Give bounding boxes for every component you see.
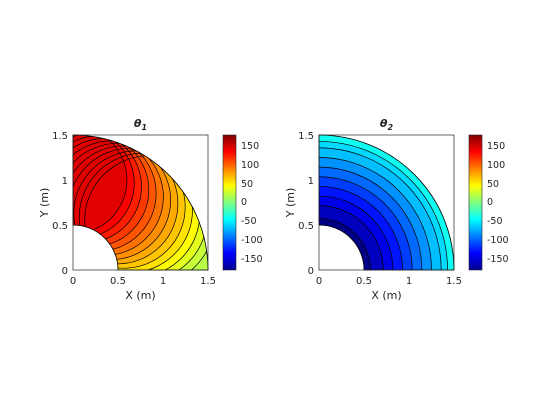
colorbar-tick-label: -100 (487, 235, 509, 246)
y-axis-label-theta1: Y (m) (38, 188, 51, 219)
domain-outline-theta1 (72, 134, 209, 271)
x-tick-label: 0.5 (356, 276, 372, 287)
colorbar-tick-label: 100 (487, 160, 505, 171)
domain-outline-theta2 (318, 134, 455, 271)
y-ticks-theta2: 0 0.5 1 1.5 (298, 131, 314, 277)
y-tick-label: 0 (62, 266, 68, 277)
y-ticks-theta1: 0 0.5 1 1.5 (52, 131, 68, 277)
colorbar-gradient (222, 134, 237, 271)
colorbar-tick-label: -150 (241, 254, 263, 265)
colorbar-tick-label: 100 (241, 160, 259, 171)
y-tick-label: 1.5 (298, 131, 314, 142)
colorbar-gradient (468, 134, 483, 271)
title-theta2: θ2 (380, 117, 394, 132)
colorbar-tick-label: 50 (487, 179, 499, 190)
colorbar-tick-label: 50 (241, 179, 253, 190)
colorbar-tick-label: -150 (487, 254, 509, 265)
x-tick-label: 1 (160, 276, 166, 287)
colorbar-theta1: 150 100 50 0 -50 -100 -150 (222, 134, 263, 271)
x-tick-label: 0 (70, 276, 76, 287)
x-tick-label: 0 (316, 276, 322, 287)
x-ticks-theta1: 0 0.5 1 1.5 (70, 276, 216, 287)
title-theta1: θ1 (134, 117, 147, 132)
colorbar-tick-label: 150 (241, 141, 259, 152)
x-tick-label: 1 (406, 276, 412, 287)
colorbar-tick-label: -50 (241, 216, 257, 227)
axes-box-theta2 (318, 134, 455, 271)
y-tick-label: 0.5 (52, 221, 68, 232)
x-axis-label-theta1: X (m) (125, 289, 155, 302)
contour-line (73, 135, 128, 235)
colorbar-theta2: 150 100 50 0 -50 -100 -150 (468, 134, 509, 271)
contour-band (73, 135, 127, 234)
colorbar-tick-label: 150 (487, 141, 505, 152)
x-tick-label: 0.5 (110, 276, 126, 287)
colorbar-tick-label: 0 (487, 197, 493, 208)
colorbar-tick-label: 0 (241, 197, 247, 208)
axes-box-theta1 (72, 134, 209, 271)
x-axis-label-theta2: X (m) (371, 289, 401, 302)
colorbar-tick-label: -50 (487, 216, 503, 227)
y-tick-label: 0.5 (298, 221, 314, 232)
x-ticks-theta2: 0 0.5 1 1.5 (316, 276, 462, 287)
colorbar-tick-label: -100 (241, 235, 263, 246)
x-tick-label: 1.5 (446, 276, 462, 287)
panel-theta2: θ2 0 0.5 1 1.5 0 0.5 1 1.5 X (m) Y (m) 1… (284, 117, 509, 302)
y-tick-label: 1.5 (52, 131, 68, 142)
y-tick-label: 0 (308, 266, 314, 277)
y-tick-label: 1 (62, 176, 68, 187)
y-axis-label-theta2: Y (m) (284, 188, 297, 219)
panel-theta1: θ1 0 0.5 1 1.5 0 0.5 1 1.5 X (m) Y (m) 1… (38, 117, 263, 302)
y-tick-label: 1 (308, 176, 314, 187)
x-tick-label: 1.5 (200, 276, 216, 287)
